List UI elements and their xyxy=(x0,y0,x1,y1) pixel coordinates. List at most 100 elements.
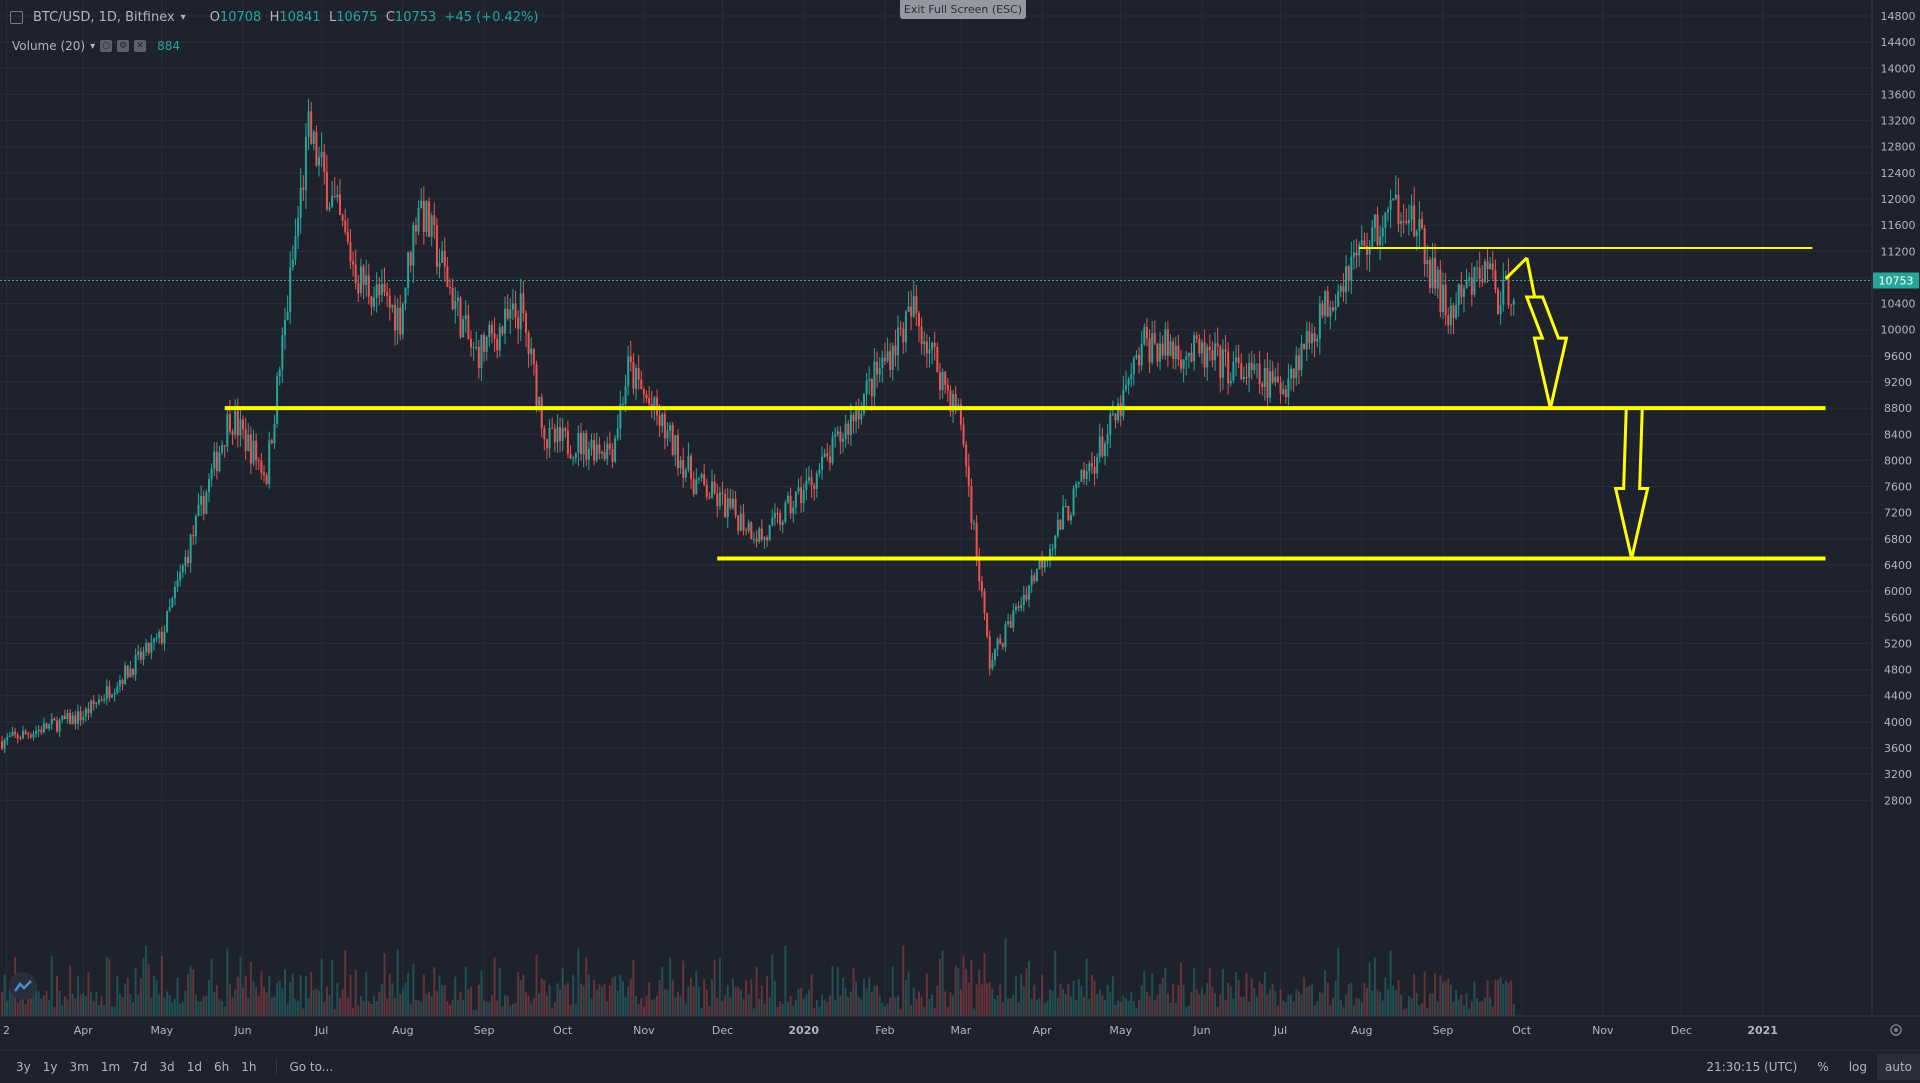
candle xyxy=(899,321,902,337)
candle xyxy=(1151,321,1154,366)
volume-bar xyxy=(1193,968,1196,1016)
volume-bar xyxy=(480,970,483,1016)
eye-icon[interactable]: ○ xyxy=(100,40,113,52)
price-tick-label: 4400 xyxy=(1884,690,1912,703)
range-1d[interactable]: 1d xyxy=(186,1060,202,1074)
volume-bar xyxy=(721,1000,724,1016)
volume-bar xyxy=(467,989,470,1016)
goto-button[interactable]: Go to... xyxy=(276,1060,333,1074)
volume-bar xyxy=(1232,998,1235,1016)
volume-bar xyxy=(800,987,803,1016)
range-6h[interactable]: 6h xyxy=(213,1060,230,1074)
volume-bar xyxy=(373,995,376,1016)
time-tick-label: Aug xyxy=(1351,1024,1372,1037)
range-7d[interactable]: 7d xyxy=(132,1060,148,1074)
volume-bar xyxy=(1324,970,1327,1016)
range-3m[interactable]: 3m xyxy=(69,1060,89,1074)
volume-bar xyxy=(669,957,672,1016)
candle xyxy=(1473,265,1476,298)
tradingview-logo-icon[interactable] xyxy=(9,972,37,1000)
candle xyxy=(587,441,590,471)
volume-bar xyxy=(1069,996,1072,1016)
candle xyxy=(781,519,784,534)
volume-bar xyxy=(490,995,493,1016)
range-1m[interactable]: 1m xyxy=(100,1060,121,1074)
candle xyxy=(1371,219,1374,247)
range-1h[interactable]: 1h xyxy=(241,1060,257,1074)
candle xyxy=(504,296,507,345)
volume-bar xyxy=(831,965,834,1016)
symbol-title[interactable]: BTC/USD, 1D, Bitfinex xyxy=(33,10,175,25)
volume-bar xyxy=(1460,995,1463,1016)
volume-bar xyxy=(383,953,386,1016)
gear-icon[interactable]: ⚙ xyxy=(117,40,130,52)
volume-bar xyxy=(1221,968,1224,1016)
down-arrow[interactable] xyxy=(1613,406,1650,559)
volume-bar xyxy=(944,991,947,1016)
volume-bar xyxy=(1423,971,1426,1016)
candle xyxy=(357,274,360,302)
symbol-dropdown-icon[interactable]: ▾ xyxy=(180,12,186,23)
volume-bar xyxy=(849,991,852,1016)
log-toggle[interactable]: log xyxy=(1848,1060,1867,1074)
volume-bar xyxy=(483,1000,486,1016)
volume-bar xyxy=(818,1006,821,1016)
close-icon[interactable]: ✕ xyxy=(134,40,147,52)
volume-bar xyxy=(257,995,260,1016)
volume-bar xyxy=(247,998,250,1016)
candle xyxy=(878,357,881,383)
candle xyxy=(569,445,572,460)
candle xyxy=(734,491,737,519)
candle xyxy=(941,368,944,399)
auto-toggle[interactable]: auto xyxy=(1876,1054,1920,1080)
candle xyxy=(87,702,90,720)
volume-bar xyxy=(734,986,737,1016)
exit-fullscreen-button[interactable]: Exit Full Screen (ESC) xyxy=(900,0,1026,19)
annotations[interactable] xyxy=(224,247,1826,561)
volume-bar xyxy=(1166,993,1169,1016)
range-3d[interactable]: 3d xyxy=(159,1060,175,1074)
candle xyxy=(1156,342,1159,367)
price-axis[interactable] xyxy=(1872,0,1920,1016)
candle xyxy=(53,717,56,721)
candle xyxy=(1174,336,1177,370)
path-segment[interactable] xyxy=(1504,256,1528,280)
collapse-icon[interactable] xyxy=(10,11,23,24)
volume-bar xyxy=(1379,991,1382,1016)
volume-bar xyxy=(462,999,465,1016)
volume-bar xyxy=(95,991,98,1016)
percent-toggle[interactable]: % xyxy=(1817,1060,1829,1074)
candle xyxy=(800,476,803,513)
range-1y[interactable]: 1y xyxy=(42,1060,58,1074)
time-tick-label: Mar xyxy=(951,1024,972,1037)
candle xyxy=(365,259,368,297)
candle xyxy=(637,355,640,390)
volume-bar xyxy=(910,1005,913,1016)
candle xyxy=(257,457,260,471)
volume-legend: Volume (20) ▾ ○ ⚙ ✕ 884 xyxy=(12,39,180,53)
volume-bar xyxy=(1360,1002,1363,1016)
candles xyxy=(1,98,1515,754)
volume-label[interactable]: Volume (20) xyxy=(12,39,86,53)
candle xyxy=(883,342,886,366)
volume-value: 884 xyxy=(157,39,181,53)
time-tick-label: Jul xyxy=(314,1024,328,1037)
down-arrow[interactable] xyxy=(1524,295,1569,409)
volume-bar xyxy=(1096,994,1099,1016)
candle xyxy=(1321,300,1324,319)
candle xyxy=(1366,232,1369,271)
volume-bar xyxy=(299,974,302,1016)
candle xyxy=(1282,380,1285,396)
clock-time[interactable]: 21:30:15 (UTC) xyxy=(1706,1060,1798,1074)
path-segment[interactable] xyxy=(1525,257,1537,298)
range-3y[interactable]: 3y xyxy=(16,1060,31,1074)
candle xyxy=(160,626,163,646)
volume-bar xyxy=(1494,979,1497,1016)
volume-bar xyxy=(194,995,197,1016)
volume-bar xyxy=(920,996,923,1016)
volume-bar xyxy=(862,979,865,1016)
candle xyxy=(674,434,677,467)
settings-gear-icon[interactable] xyxy=(1890,1024,1902,1036)
chevron-down-icon[interactable]: ▾ xyxy=(90,40,96,52)
